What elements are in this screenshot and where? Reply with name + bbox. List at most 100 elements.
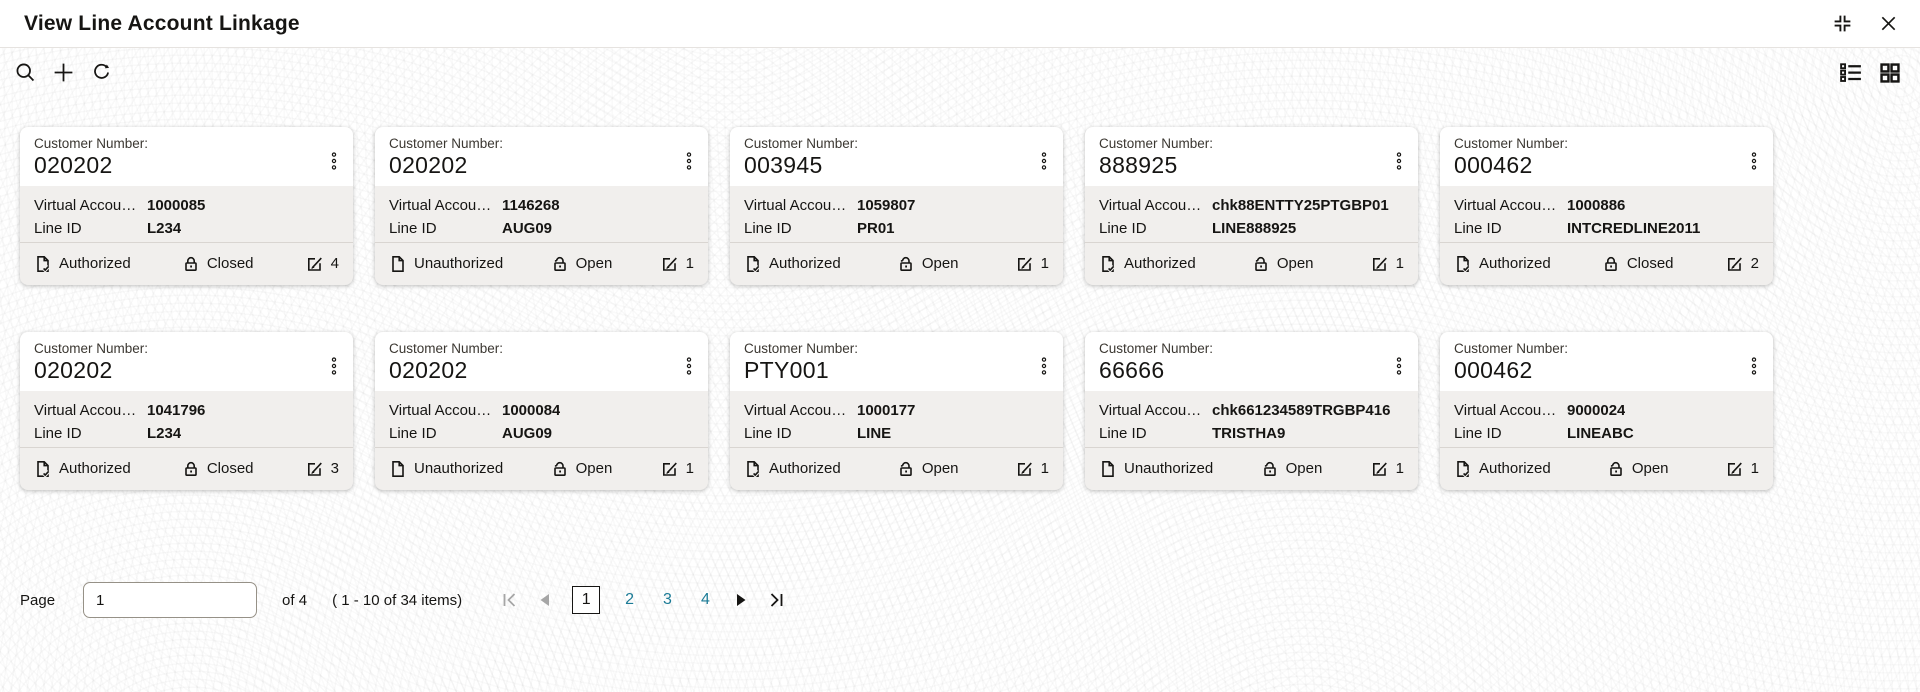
customer-number-value: PTY001 — [744, 357, 829, 383]
record-state: Open — [1607, 460, 1669, 478]
account-card: Customer Number: 020202 Virtual Accou… 1… — [20, 332, 353, 490]
virtual-account-row: Virtual Accou… 1000177 — [744, 399, 1063, 422]
card-body: Virtual Accou… 1000084 Line ID AUG09 — [375, 391, 708, 447]
page-number-2[interactable]: 2 — [625, 591, 635, 608]
kebab-menu-button[interactable] — [1037, 150, 1051, 177]
kebab-menu-button[interactable] — [327, 355, 341, 382]
account-card: Customer Number: 003945 Virtual Accou… 1… — [730, 127, 1063, 285]
kebab-icon — [1751, 152, 1757, 170]
customer-block: Customer Number: 003945 — [744, 136, 858, 179]
page-number-1[interactable]: 1 — [572, 586, 601, 614]
virtual-account-value: 1000084 — [502, 402, 561, 419]
line-id-row: Line ID INTCREDLINE2011 — [1454, 217, 1773, 240]
collapse-button[interactable] — [1832, 13, 1853, 34]
line-id-label: Line ID — [34, 220, 82, 237]
authorization-status: Authorized — [744, 255, 841, 273]
kebab-icon — [1396, 357, 1402, 375]
edit-count-value: 4 — [330, 255, 339, 272]
customer-number-label: Customer Number: — [1099, 341, 1214, 356]
line-id-label: Line ID — [389, 425, 437, 442]
record-state: Open — [1252, 255, 1314, 273]
authorization-status-text: Authorized — [1124, 255, 1196, 272]
customer-block: Customer Number: 000462 — [1454, 341, 1568, 384]
grid-view-button[interactable] — [1880, 62, 1900, 83]
edit-count: 1 — [1370, 254, 1404, 273]
account-card: Customer Number: 020202 Virtual Accou… 1… — [20, 127, 353, 285]
line-id-label: Line ID — [1099, 220, 1147, 237]
record-state-text: Open — [1631, 460, 1669, 477]
kebab-menu-button[interactable] — [1392, 150, 1406, 177]
close-button[interactable] — [1879, 14, 1898, 33]
authorization-status: Unauthorized — [389, 460, 503, 478]
kebab-menu-button[interactable] — [1747, 355, 1761, 382]
account-card: Customer Number: PTY001 Virtual Accou… 1… — [730, 332, 1063, 490]
kebab-menu-button[interactable] — [682, 150, 696, 177]
line-id-value: LINE888925 — [1212, 220, 1297, 237]
document-check-icon — [37, 460, 50, 478]
page-number-3[interactable]: 3 — [663, 591, 672, 608]
page-number-4[interactable]: 4 — [700, 591, 710, 608]
previous-page-button[interactable] — [539, 593, 551, 607]
virtual-account-row: Virtual Accou… 9000024 — [1454, 399, 1773, 422]
page-title: View Line Account Linkage — [24, 11, 300, 35]
last-page-button[interactable] — [768, 592, 784, 608]
card-body: Virtual Accou… 1059807 Line ID PR01 — [730, 186, 1063, 242]
card-body: Virtual Accou… 1000085 Line ID L234 — [20, 186, 353, 242]
kebab-icon — [1041, 152, 1047, 170]
line-id-value: LINE — [857, 425, 892, 442]
page-label: Page — [20, 591, 56, 609]
list-view-button[interactable] — [1840, 63, 1862, 82]
document-icon — [392, 255, 404, 272]
line-id-label: Line ID — [744, 220, 792, 237]
refresh-button[interactable] — [90, 61, 113, 84]
card-footer: Authorized Open — [730, 447, 1063, 490]
line-id-label: Line ID — [1454, 425, 1502, 442]
edit-count-value: 1 — [1040, 460, 1049, 477]
customer-number-label: Customer Number: — [34, 341, 149, 356]
kebab-menu-button[interactable] — [1747, 150, 1761, 177]
record-state-text: Open — [575, 460, 613, 477]
card-body: Virtual Accou… 9000024 Line ID LINEABC — [1440, 391, 1773, 447]
virtual-account-label: Virtual Accou… — [1454, 197, 1557, 214]
virtual-account-label: Virtual Accou… — [744, 402, 847, 419]
kebab-menu-button[interactable] — [327, 150, 341, 177]
kebab-menu-button[interactable] — [1392, 355, 1406, 382]
line-id-label: Line ID — [1099, 425, 1147, 442]
virtual-account-row: Virtual Accou… 1000084 — [389, 399, 708, 422]
record-state-text: Open — [1276, 255, 1314, 272]
line-id-value: LINEABC — [1567, 425, 1634, 442]
last-page-icon — [770, 593, 783, 607]
authorization-status: Unauthorized — [1099, 460, 1213, 478]
line-id-row: Line ID L234 — [34, 422, 353, 445]
virtual-account-label: Virtual Accou… — [34, 402, 137, 419]
virtual-account-label: Virtual Accou… — [1099, 402, 1202, 419]
kebab-menu-button[interactable] — [682, 355, 696, 382]
kebab-menu-button[interactable] — [1037, 355, 1051, 382]
authorization-status-text: Authorized — [769, 255, 841, 272]
card-footer: Authorized Closed — [20, 447, 353, 490]
page-input[interactable] — [83, 582, 258, 618]
record-state-text: Open — [1285, 460, 1323, 477]
line-id-row: Line ID AUG09 — [389, 422, 708, 445]
next-page-button[interactable] — [735, 593, 747, 607]
card-body: Virtual Accou… chk88ENTTY25PTGBP01 Line … — [1085, 186, 1418, 242]
customer-number-value: 020202 — [34, 357, 113, 383]
search-button[interactable] — [14, 61, 37, 84]
record-state-text: Closed — [1626, 255, 1674, 272]
first-page-button[interactable] — [502, 592, 518, 608]
content-area: Customer Number: 020202 Virtual Accou… 1… — [0, 48, 1920, 692]
customer-number-label: Customer Number: — [1454, 341, 1569, 356]
line-id-label: Line ID — [389, 220, 437, 237]
edit-count: 3 — [305, 459, 339, 478]
record-state-text: Open — [575, 255, 613, 272]
account-card: Customer Number: 888925 Virtual Accou… c… — [1085, 127, 1418, 285]
first-page-icon — [503, 593, 516, 607]
document-check-icon — [1457, 255, 1470, 273]
kebab-icon — [331, 152, 337, 170]
card-footer: Unauthorized Open — [375, 242, 708, 285]
add-button[interactable] — [52, 61, 75, 84]
virtual-account-row: Virtual Accou… 1041796 — [34, 399, 353, 422]
authorization-status: Authorized — [744, 460, 841, 478]
line-id-value: L234 — [147, 220, 182, 237]
customer-number-value: 000462 — [1454, 152, 1533, 178]
